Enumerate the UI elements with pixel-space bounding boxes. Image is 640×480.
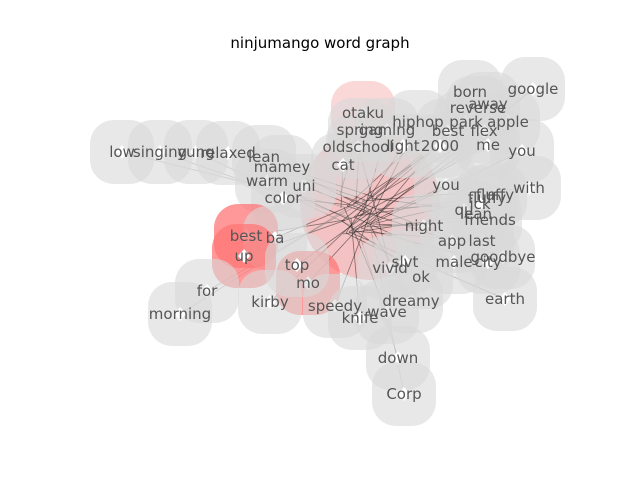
node-marker <box>222 146 234 160</box>
node-label: singing <box>133 143 187 161</box>
node-label: vivid <box>372 259 408 277</box>
node-label: yung <box>177 143 214 161</box>
node-label: 2000 <box>421 137 459 155</box>
node-marker <box>116 145 128 159</box>
node-marker <box>392 351 404 365</box>
node-label: knife <box>342 309 379 327</box>
node-label: best <box>230 227 263 245</box>
node-marker <box>399 255 411 269</box>
node-label: ok <box>412 268 430 286</box>
node-marker <box>337 158 349 172</box>
node-marker <box>397 139 409 153</box>
node-label: earth <box>485 290 525 308</box>
node-label: with <box>513 179 545 197</box>
node-label: qu <box>454 201 473 219</box>
node-label: reverse <box>450 99 506 117</box>
node-label: last <box>468 232 495 250</box>
node-label: morning <box>149 305 211 323</box>
node-label: top <box>285 256 310 274</box>
node-label: light <box>386 137 419 155</box>
node-label: oldschool <box>323 138 394 156</box>
node-label: kirby <box>251 293 289 311</box>
node-marker <box>291 258 303 272</box>
node-label: lean <box>248 148 280 166</box>
node-label: night <box>405 217 444 235</box>
node-label: cat <box>331 156 354 174</box>
node-label: ick <box>469 195 490 213</box>
node-label: color <box>265 189 303 207</box>
node-label: dreamy <box>382 292 439 310</box>
node-marker <box>527 82 539 96</box>
node-label: lean <box>460 205 492 223</box>
node-marker <box>474 197 486 211</box>
node-label: relaxed <box>200 144 256 162</box>
node-marker <box>516 144 528 158</box>
node-label: fluffy <box>468 189 506 207</box>
node-marker <box>264 295 276 309</box>
node-label: google <box>508 80 559 98</box>
node-marker <box>174 307 186 321</box>
node-label: park <box>449 113 483 131</box>
node-label: gaming <box>359 121 416 139</box>
node-label: ba <box>266 229 285 247</box>
node-label: friends <box>464 211 516 229</box>
node-label: you <box>508 142 536 160</box>
node-label: away <box>468 95 508 113</box>
node-label: Corp <box>386 385 421 403</box>
node-label: born <box>453 83 487 101</box>
node-label: city <box>474 253 501 271</box>
node-label: me <box>476 136 500 154</box>
node-label: flex <box>470 122 497 140</box>
node-label: goodbye <box>470 248 535 266</box>
node-marker <box>154 145 166 159</box>
node-label: for <box>197 282 218 300</box>
node-marker <box>499 292 511 306</box>
graph-title: ninjumango word graph <box>230 34 410 52</box>
node-label: otaku <box>342 104 384 122</box>
node-label: down <box>378 349 418 367</box>
node-label: warm <box>246 172 288 190</box>
node-label: up <box>234 247 253 265</box>
node-label: you <box>432 176 460 194</box>
node-marker <box>277 191 289 205</box>
node-label: male <box>435 253 472 271</box>
node-label: app <box>438 232 466 250</box>
node-marker <box>434 139 446 153</box>
node-marker <box>238 249 250 263</box>
node-label: mo <box>296 274 320 292</box>
node-label: mamey <box>254 158 311 176</box>
node-label: fluffy <box>476 186 514 204</box>
node-label: uni <box>292 177 315 195</box>
node-marker <box>482 255 494 269</box>
node-label: slvt <box>392 253 419 271</box>
node-label: speedy <box>308 297 362 315</box>
node-marker <box>398 387 410 401</box>
node-label: spring <box>337 121 384 139</box>
node-marker <box>354 311 366 325</box>
node-label: wave <box>367 303 407 321</box>
node-label: best <box>432 122 465 140</box>
node-label: low <box>109 143 135 161</box>
node-label: apple <box>487 113 529 131</box>
node-label: hiphop <box>392 113 443 131</box>
